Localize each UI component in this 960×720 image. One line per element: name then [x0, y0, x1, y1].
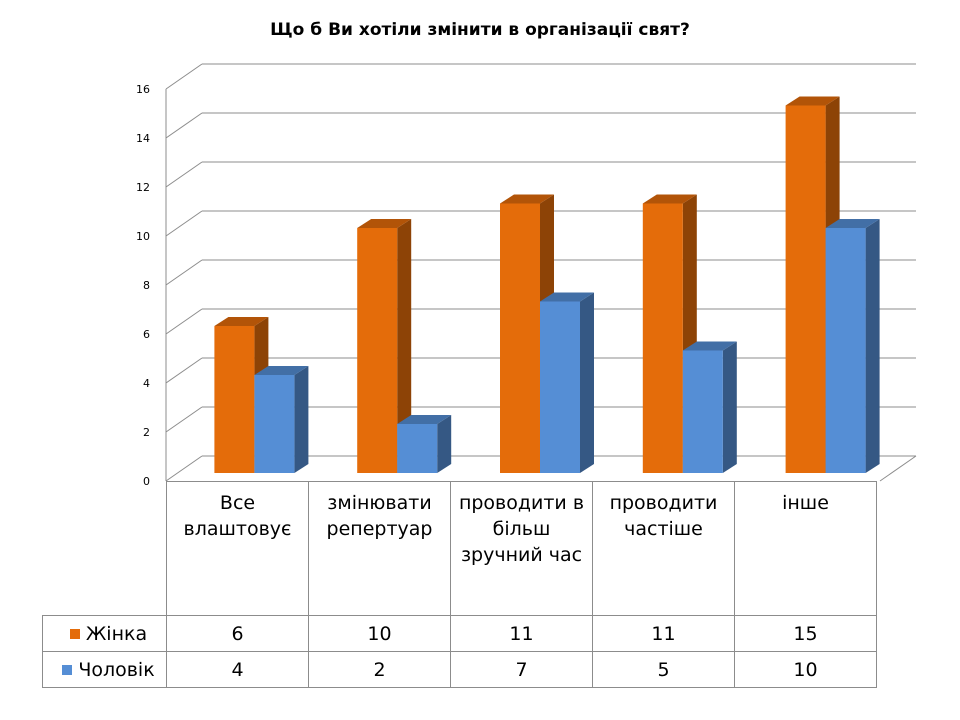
bar-top: [682, 341, 737, 351]
series-row-cholovik: Чоловік 4 2 7 5 10: [42, 651, 877, 688]
data-label: 7: [450, 651, 593, 688]
bar-side: [722, 341, 737, 473]
bar-top: [397, 415, 452, 424]
y-tick-label: 10: [136, 230, 150, 243]
data-label: 15: [734, 615, 877, 652]
bar-front: [214, 326, 255, 473]
series-row-zhinka: Жінка 6 10 11 11 15: [42, 615, 877, 652]
gridline-depth: [165, 455, 203, 482]
category-label: змінювати репертуар: [308, 481, 451, 616]
data-label: 10: [308, 615, 451, 652]
bar-top: [540, 292, 594, 302]
data-label: 10: [734, 651, 877, 688]
bar-top: [254, 366, 309, 375]
category-label: проводити частіше: [592, 481, 735, 616]
data-label: 5: [592, 651, 735, 688]
y-tick-label: 14: [136, 132, 150, 145]
y-tick-label: 6: [143, 328, 150, 341]
category-label: проводити в більш зручний час: [450, 481, 593, 616]
gridline-depth: [165, 112, 203, 139]
bar-front: [642, 203, 683, 473]
y-tick-label: 8: [143, 279, 150, 292]
data-label: 11: [450, 615, 593, 652]
legend-entry: Жінка: [42, 615, 167, 652]
bar-side: [865, 219, 880, 473]
bar-front: [357, 228, 398, 473]
data-label: 4: [166, 651, 309, 688]
bar-front: [254, 375, 295, 473]
gridline-depth: [165, 357, 203, 384]
bar-cholovik: [682, 341, 737, 473]
bar-top: [642, 194, 697, 204]
bar-side: [437, 415, 452, 473]
bar-cholovik: [254, 366, 309, 473]
gridline-depth: [165, 308, 203, 335]
gridline-depth: [165, 259, 203, 286]
bar-front: [500, 203, 540, 473]
bar-front: [825, 228, 866, 473]
bar-front: [540, 301, 580, 473]
data-label: 11: [592, 615, 735, 652]
bar-front: [682, 350, 723, 473]
category-label: Все влаштовує: [166, 481, 309, 616]
table-corner: [42, 481, 167, 616]
chart-title: Що б Ви хотіли змінити в організації свя…: [270, 20, 690, 40]
category-row: Все влаштовує змінювати репертуар провод…: [42, 481, 877, 616]
gridline-depth: [165, 406, 203, 433]
bar-top: [825, 219, 880, 228]
bar-cholovik: [397, 415, 452, 473]
legend-swatch-icon: [62, 664, 73, 675]
bar-front: [785, 105, 826, 473]
bar-side: [397, 219, 412, 473]
bar-side: [294, 366, 309, 473]
bar-zhinka: [357, 219, 412, 473]
data-label: 6: [166, 615, 309, 652]
bar-front: [397, 424, 438, 473]
bar-top: [357, 219, 412, 228]
bar-top: [500, 194, 554, 204]
bar-side: [580, 292, 594, 473]
gridline-depth: [165, 161, 203, 188]
y-tick-label: 4: [143, 377, 150, 390]
bar-top: [214, 317, 269, 326]
bar-top: [785, 96, 840, 106]
bars: [214, 96, 880, 473]
data-table: Все влаштовує змінювати репертуар провод…: [42, 481, 877, 688]
gridline-depth: [165, 210, 203, 237]
y-tick-label: 16: [136, 83, 150, 96]
y-tick-label: 12: [136, 181, 150, 194]
legend-swatch-icon: [69, 628, 80, 639]
category-label: інше: [734, 481, 877, 616]
bar-zhinka: [642, 194, 697, 473]
floor-edge: [879, 455, 917, 482]
data-label: 2: [308, 651, 451, 688]
bar-cholovik: [540, 292, 594, 473]
gridline-depth: [165, 63, 203, 90]
legend-entry: Чоловік: [42, 651, 167, 688]
y-tick-label: 2: [143, 426, 150, 439]
bar-cholovik: [825, 219, 880, 473]
